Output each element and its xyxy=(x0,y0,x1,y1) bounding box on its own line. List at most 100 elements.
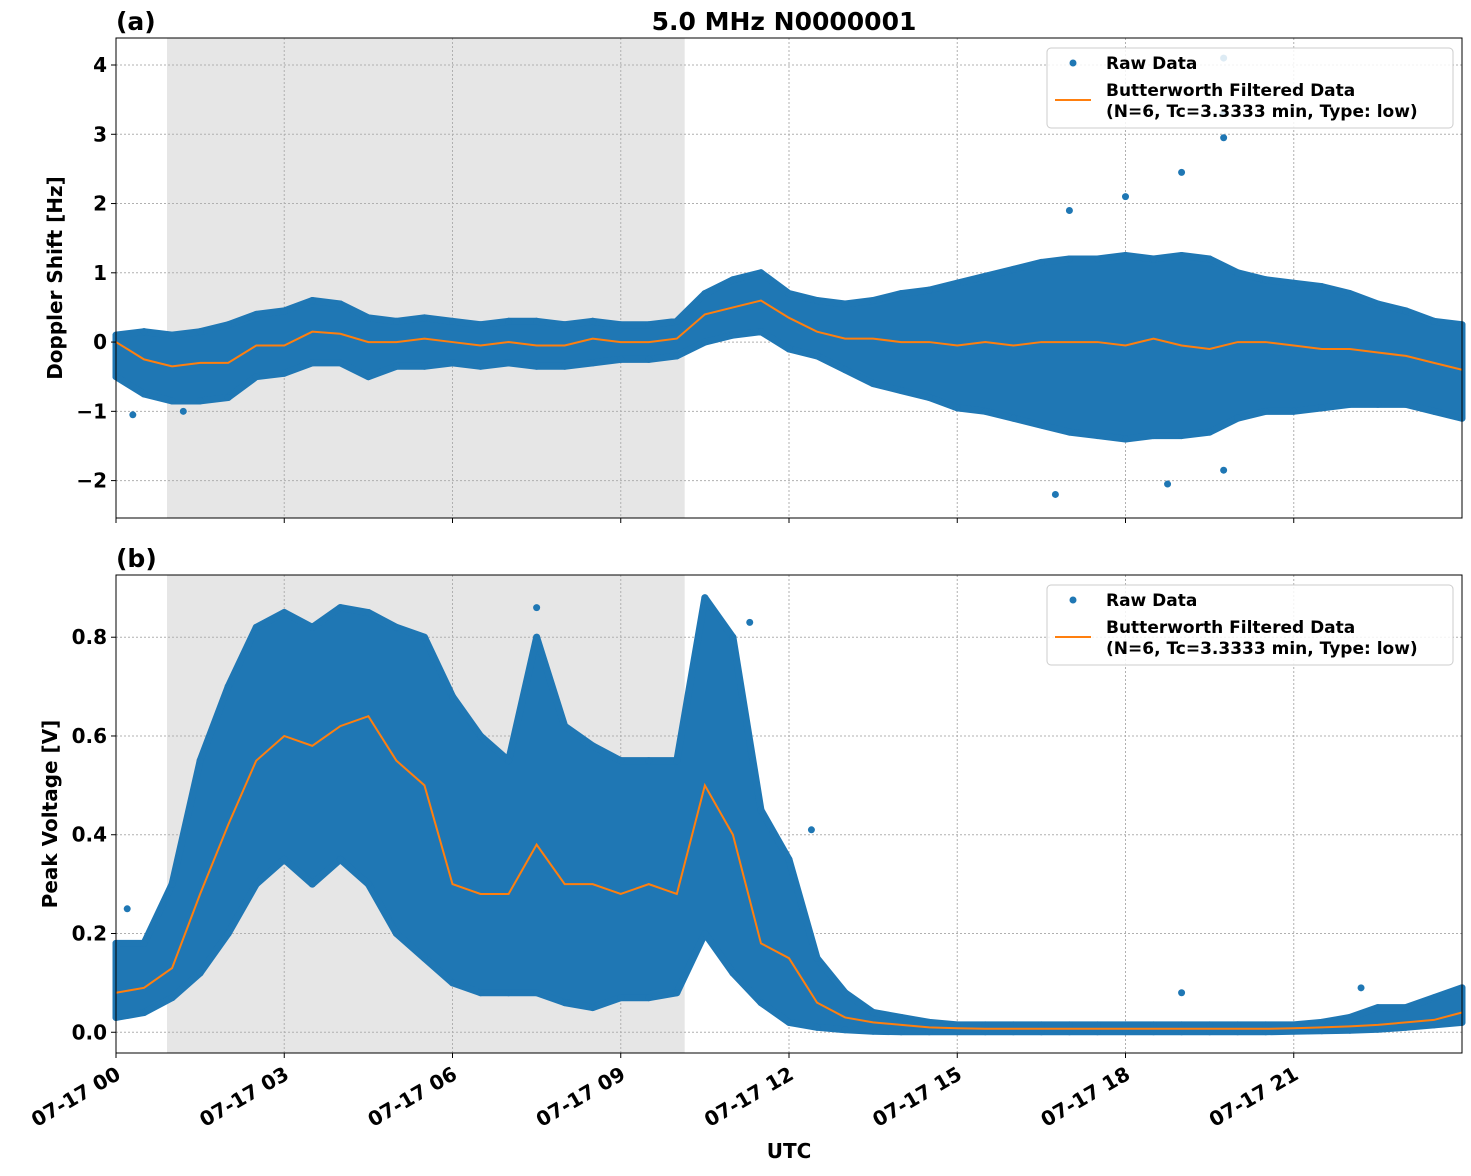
raw-data-point xyxy=(140,1009,148,1017)
raw-data-point xyxy=(673,317,681,325)
raw-data-point xyxy=(224,930,232,937)
raw-data-point xyxy=(477,321,485,329)
raw-data-point xyxy=(981,407,989,415)
raw-data-point xyxy=(168,397,176,405)
x-tick-label: 07-17 21 xyxy=(1205,1062,1303,1132)
raw-data-outlier xyxy=(123,905,131,913)
raw-data-point xyxy=(505,757,513,765)
raw-data-point xyxy=(1065,428,1073,436)
raw-data-point xyxy=(841,300,849,308)
raw-data-point xyxy=(1234,1021,1242,1029)
raw-data-point xyxy=(196,328,204,336)
raw-data-point xyxy=(757,269,765,277)
x-tick-label: 07-17 06 xyxy=(363,1062,461,1132)
raw-data-point xyxy=(1402,1004,1410,1012)
raw-data-point xyxy=(701,290,709,298)
raw-data-point xyxy=(196,969,204,977)
raw-data-point xyxy=(673,989,681,997)
raw-data-point xyxy=(785,290,793,298)
raw-data-point xyxy=(953,1028,961,1036)
raw-data-point xyxy=(841,989,849,997)
raw-data-point xyxy=(1009,414,1017,422)
legend-filtered-label: Butterworth Filtered Data xyxy=(1106,81,1355,101)
raw-data-point xyxy=(757,328,765,336)
raw-data-point xyxy=(1430,407,1438,415)
raw-data-point xyxy=(420,314,428,322)
raw-data-point xyxy=(1037,258,1045,266)
raw-data-point xyxy=(1037,1021,1045,1029)
filtered-data-line xyxy=(115,715,1463,1030)
raw-data-point xyxy=(308,880,316,888)
y-tick-label: 1 xyxy=(93,261,107,285)
raw-data-point xyxy=(645,321,653,329)
raw-data-point xyxy=(449,359,456,367)
raw-data-point xyxy=(1430,994,1438,1002)
raw-data-point xyxy=(673,352,681,360)
raw-data-point xyxy=(673,757,681,765)
raw-data-point xyxy=(953,279,961,287)
y-tick-label: 3 xyxy=(93,122,107,146)
raw-data-outlier xyxy=(533,604,541,612)
legend-raw-label: Raw Data xyxy=(1106,54,1197,74)
raw-data-point xyxy=(1122,1028,1129,1036)
raw-data-point xyxy=(168,331,176,339)
raw-data-point xyxy=(561,999,569,1007)
raw-data-point xyxy=(1093,1028,1101,1036)
raw-data-outlier xyxy=(1220,466,1228,474)
raw-data-outlier xyxy=(1178,168,1186,176)
y-tick-label: 0.6 xyxy=(72,724,107,748)
raw-data-point xyxy=(505,317,513,325)
raw-data-point xyxy=(645,355,653,363)
raw-data-point xyxy=(420,362,428,370)
raw-data-point xyxy=(1374,1004,1382,1012)
raw-data-point xyxy=(477,362,485,370)
raw-data-point xyxy=(140,939,148,947)
raw-data-point xyxy=(617,355,625,363)
raw-data-point xyxy=(308,359,316,367)
raw-data-outlier xyxy=(129,411,137,419)
x-tick-label: 07-17 12 xyxy=(700,1062,798,1132)
raw-data-point xyxy=(589,359,597,367)
raw-data-point xyxy=(252,310,260,318)
raw-data-point xyxy=(561,321,569,329)
raw-data-point xyxy=(1346,1013,1354,1021)
raw-data-point xyxy=(1093,1021,1101,1029)
raw-data-point xyxy=(869,297,877,305)
raw-data-point xyxy=(981,272,989,280)
raw-data-point xyxy=(701,338,709,346)
raw-data-point xyxy=(336,855,344,863)
raw-data-point xyxy=(1430,1021,1438,1029)
raw-data-point xyxy=(1234,269,1242,277)
raw-data-point xyxy=(757,806,765,814)
raw-data-point xyxy=(477,732,485,740)
raw-data-point xyxy=(336,359,344,367)
raw-data-point xyxy=(505,359,513,367)
raw-data-point xyxy=(533,362,541,370)
raw-data-point xyxy=(1065,1021,1073,1029)
panel-b-label: (b) xyxy=(116,544,157,573)
raw-data-outlier xyxy=(1357,984,1365,992)
y-tick-label: 0.0 xyxy=(72,1020,107,1044)
raw-data-point xyxy=(897,290,905,298)
y-axis-label-a: Doppler Shift [Hz] xyxy=(43,176,67,380)
raw-data-point xyxy=(392,317,400,325)
legend-box xyxy=(1046,47,1454,129)
y-tick-label: −1 xyxy=(76,399,107,423)
raw-data-point xyxy=(925,393,933,401)
raw-data-point xyxy=(224,393,232,401)
raw-data-point xyxy=(392,623,400,631)
raw-data-point xyxy=(364,373,372,381)
raw-data-point xyxy=(617,321,625,329)
raw-data-point xyxy=(645,757,653,765)
raw-data-point xyxy=(701,594,709,602)
y-tick-label: −2 xyxy=(76,469,107,493)
legend: Raw Data Butterworth Filtered Data(N=6, T… xyxy=(1046,47,1454,129)
raw-data-point xyxy=(336,604,344,612)
raw-data-point xyxy=(869,1009,877,1017)
raw-data-point xyxy=(1262,276,1270,284)
y-tick-label: 0.4 xyxy=(72,823,107,847)
raw-data-point xyxy=(1402,307,1410,315)
raw-data-point xyxy=(505,989,513,997)
panel-a-label: (a) xyxy=(116,7,156,36)
raw-data-point xyxy=(1065,1028,1073,1036)
